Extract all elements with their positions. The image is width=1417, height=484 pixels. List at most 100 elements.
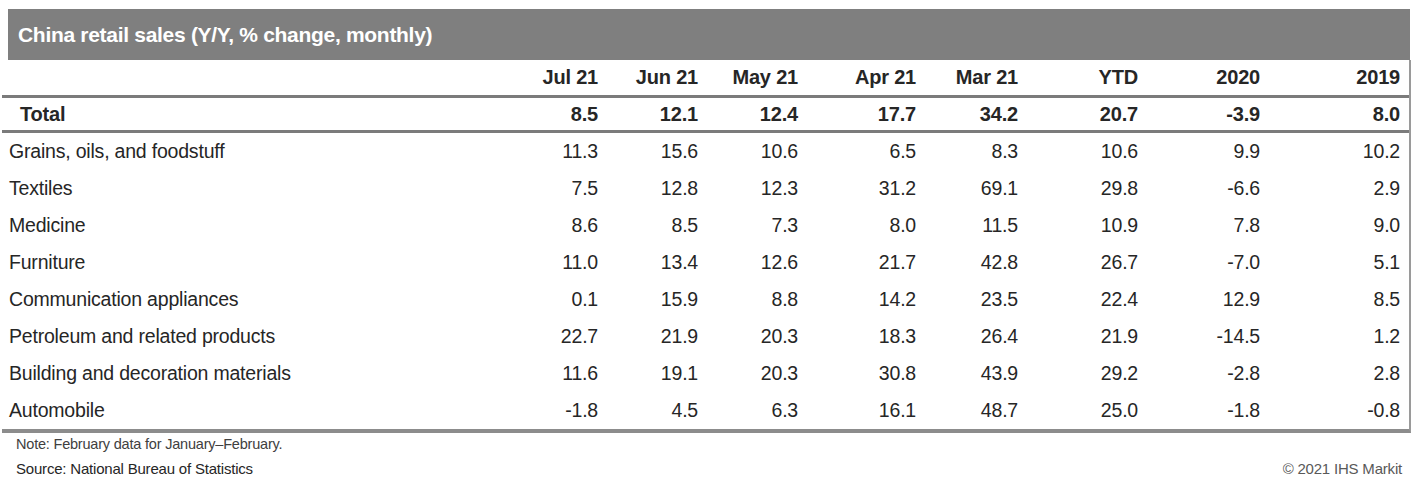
cell-value: 8.5	[607, 207, 707, 244]
cell-value: 20.3	[707, 355, 807, 392]
cell-value: 6.5	[807, 132, 925, 171]
total-value: 12.4	[707, 97, 807, 132]
cell-value: 5.1	[1269, 244, 1409, 281]
cell-value: 22.4	[1027, 281, 1147, 318]
cell-value: 7.8	[1147, 207, 1269, 244]
cell-value: 16.1	[807, 392, 925, 429]
row-label: Petroleum and related products	[2, 318, 422, 355]
column-header: 2020	[1147, 60, 1269, 97]
cell-value: 69.1	[925, 170, 1027, 207]
cell-value: 10.6	[707, 132, 807, 171]
cell-value: 10.2	[1269, 132, 1409, 171]
column-header: YTD	[1027, 60, 1147, 97]
total-value: 17.7	[807, 97, 925, 132]
cell-value: -1.8	[422, 392, 607, 429]
total-value: 34.2	[925, 97, 1027, 132]
column-header: Jul 21	[422, 60, 607, 97]
total-value: 8.5	[422, 97, 607, 132]
cell-value: 20.3	[707, 318, 807, 355]
cell-value: 43.9	[925, 355, 1027, 392]
total-value: 12.1	[607, 97, 707, 132]
page: China retail sales (Y/Y, % change, month…	[0, 0, 1417, 484]
column-header: Mar 21	[925, 60, 1027, 97]
cell-value: 9.9	[1147, 132, 1269, 171]
total-value: 20.7	[1027, 97, 1147, 132]
cell-value: 8.6	[422, 207, 607, 244]
cell-value: 15.6	[607, 132, 707, 171]
table-row: Medicine8.68.57.38.011.510.97.89.0	[2, 207, 1409, 244]
table-container: Jul 21 Jun 21 May 21 Apr 21 Mar 21 YTD 2…	[2, 60, 1411, 433]
cell-value: 12.9	[1147, 281, 1269, 318]
total-row-label: Total	[2, 97, 422, 132]
cell-value: 9.0	[1269, 207, 1409, 244]
note-text: Note: February data for January–February…	[16, 436, 282, 452]
cell-value: 42.8	[925, 244, 1027, 281]
cell-value: 6.3	[707, 392, 807, 429]
total-row: Total 8.5 12.1 12.4 17.7 34.2 20.7 -3.9 …	[2, 97, 1409, 132]
cell-value: 12.8	[607, 170, 707, 207]
cell-value: 29.8	[1027, 170, 1147, 207]
cell-value: 21.9	[607, 318, 707, 355]
table-row: Automobile-1.84.56.316.148.725.0-1.8-0.8	[2, 392, 1409, 429]
table-header: Jul 21 Jun 21 May 21 Apr 21 Mar 21 YTD 2…	[2, 60, 1409, 97]
cell-value: -2.8	[1147, 355, 1269, 392]
row-label: Furniture	[2, 244, 422, 281]
cell-value: -14.5	[1147, 318, 1269, 355]
cell-value: 14.2	[807, 281, 925, 318]
column-header: May 21	[707, 60, 807, 97]
cell-value: 29.2	[1027, 355, 1147, 392]
cell-value: 11.3	[422, 132, 607, 171]
cell-value: 10.9	[1027, 207, 1147, 244]
cell-value: 4.5	[607, 392, 707, 429]
column-header: Jun 21	[607, 60, 707, 97]
cell-value: -0.8	[1269, 392, 1409, 429]
cell-value: 25.0	[1027, 392, 1147, 429]
cell-value: 26.4	[925, 318, 1027, 355]
cell-value: 48.7	[925, 392, 1027, 429]
cell-value: 30.8	[807, 355, 925, 392]
cell-value: 12.3	[707, 170, 807, 207]
cell-value: 2.9	[1269, 170, 1409, 207]
cell-value: 0.1	[422, 281, 607, 318]
table-title: China retail sales (Y/Y, % change, month…	[8, 23, 432, 47]
cell-value: 18.3	[807, 318, 925, 355]
cell-value: 12.6	[707, 244, 807, 281]
table-row: Communication appliances0.115.98.814.223…	[2, 281, 1409, 318]
column-header: 2019	[1269, 60, 1409, 97]
cell-value: 8.3	[925, 132, 1027, 171]
row-label: Communication appliances	[2, 281, 422, 318]
total-value: -3.9	[1147, 97, 1269, 132]
retail-sales-table: Jul 21 Jun 21 May 21 Apr 21 Mar 21 YTD 2…	[2, 60, 1409, 429]
cell-value: 19.1	[607, 355, 707, 392]
cell-value: 8.5	[1269, 281, 1409, 318]
cell-value: 7.3	[707, 207, 807, 244]
table-row: Grains, oils, and foodstuff11.315.610.66…	[2, 132, 1409, 171]
row-label: Grains, oils, and foodstuff	[2, 132, 422, 171]
cell-value: 21.7	[807, 244, 925, 281]
header-row: Jul 21 Jun 21 May 21 Apr 21 Mar 21 YTD 2…	[2, 60, 1409, 97]
table-row: Textiles7.512.812.331.269.129.8-6.62.9	[2, 170, 1409, 207]
cell-value: 23.5	[925, 281, 1027, 318]
cell-value: 22.7	[422, 318, 607, 355]
cell-value: 10.6	[1027, 132, 1147, 171]
table-row: Furniture11.013.412.621.742.826.7-7.05.1	[2, 244, 1409, 281]
copyright-text: © 2021 IHS Markit	[1283, 460, 1402, 477]
source-text: Source: National Bureau of Statistics	[16, 460, 253, 477]
row-label: Building and decoration materials	[2, 355, 422, 392]
cell-value: 31.2	[807, 170, 925, 207]
table-body: Grains, oils, and foodstuff11.315.610.66…	[2, 132, 1409, 430]
cell-value: 11.5	[925, 207, 1027, 244]
row-label: Automobile	[2, 392, 422, 429]
cell-value: 21.9	[1027, 318, 1147, 355]
header-corner-cell	[2, 60, 422, 97]
column-header: Apr 21	[807, 60, 925, 97]
row-label: Medicine	[2, 207, 422, 244]
cell-value: -6.6	[1147, 170, 1269, 207]
cell-value: 8.8	[707, 281, 807, 318]
cell-value: 13.4	[607, 244, 707, 281]
cell-value: 26.7	[1027, 244, 1147, 281]
total-value: 8.0	[1269, 97, 1409, 132]
table-row: Petroleum and related products22.721.920…	[2, 318, 1409, 355]
cell-value: 15.9	[607, 281, 707, 318]
cell-value: 11.0	[422, 244, 607, 281]
